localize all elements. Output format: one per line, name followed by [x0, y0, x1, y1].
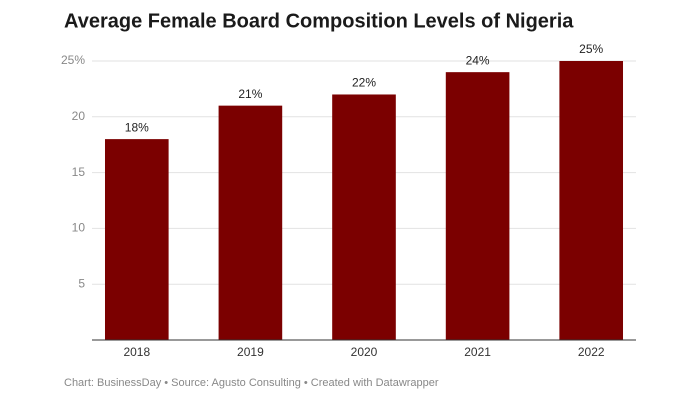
bar — [559, 61, 624, 340]
x-tick-label: 2021 — [464, 345, 491, 359]
y-tick-label: 20 — [72, 109, 86, 123]
y-tick-label: 5 — [78, 276, 85, 290]
x-tick-label: 2022 — [578, 345, 605, 359]
y-tick-label: 25% — [61, 53, 85, 67]
x-tick-label: 2019 — [237, 345, 264, 359]
x-tick-label: 2018 — [123, 345, 150, 359]
value-label: 22% — [352, 76, 376, 90]
bar — [445, 72, 510, 340]
y-tick-label: 15 — [72, 165, 86, 179]
x-tick-label: 2020 — [351, 345, 378, 359]
bar — [104, 139, 169, 340]
bar — [218, 105, 283, 340]
footer: Chart: BusinessDay • Source: Agusto Cons… — [64, 377, 439, 389]
value-label: 24% — [466, 53, 490, 67]
bar — [332, 94, 396, 340]
chart-title: Average Female Board Composition Levels … — [64, 10, 574, 32]
value-label: 25% — [579, 42, 603, 56]
value-label: 21% — [238, 87, 262, 101]
y-tick-label: 10 — [72, 221, 86, 235]
value-label: 18% — [125, 120, 149, 134]
